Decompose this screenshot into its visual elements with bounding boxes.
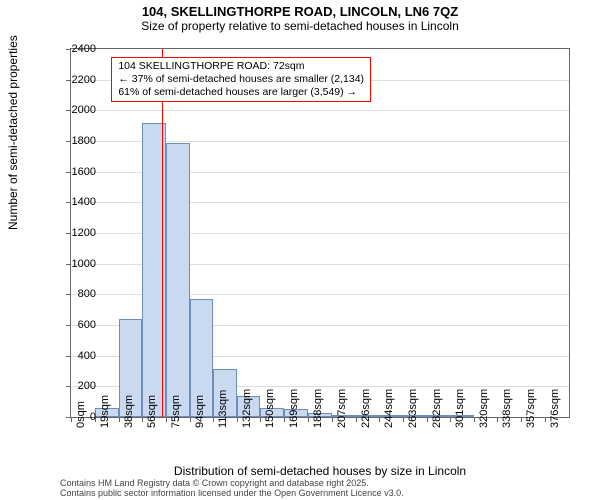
y-tick-label: 2400: [56, 43, 96, 55]
y-tick-label: 1000: [56, 258, 96, 270]
x-tick-label: 282sqm: [431, 389, 443, 428]
x-tick-label: 207sqm: [336, 389, 348, 428]
x-tick-label: 338sqm: [501, 389, 513, 428]
x-tick-mark: [474, 417, 475, 422]
footer-line2: Contains public sector information licen…: [60, 489, 404, 499]
x-tick-label: 132sqm: [241, 389, 253, 428]
y-axis-label: Number of semi-detached properties: [6, 35, 20, 230]
x-tick-mark: [497, 417, 498, 422]
y-tick-label: 800: [56, 288, 96, 300]
annotation-line1: 104 SKELLINGTHORPE ROAD: 72sqm: [118, 60, 364, 73]
y-tick-label: 400: [56, 350, 96, 362]
y-tick-label: 600: [56, 319, 96, 331]
x-tick-mark: [379, 417, 380, 422]
x-tick-label: 19sqm: [99, 395, 111, 428]
x-tick-label: 75sqm: [170, 395, 182, 428]
annotation-line2: ← 37% of semi-detached houses are smalle…: [118, 73, 364, 86]
footer-attribution: Contains HM Land Registry data © Crown c…: [60, 479, 404, 499]
x-tick-mark: [427, 417, 428, 422]
y-tick-label: 1400: [56, 196, 96, 208]
x-tick-label: 226sqm: [360, 389, 372, 428]
x-tick-label: 263sqm: [407, 389, 419, 428]
x-tick-label: 56sqm: [146, 395, 158, 428]
x-tick-mark: [332, 417, 333, 422]
x-tick-mark: [284, 417, 285, 422]
chart-container: 104, SKELLINGTHORPE ROAD, LINCOLN, LN6 7…: [0, 0, 600, 500]
x-tick-label: 244sqm: [383, 389, 395, 428]
gridline: [71, 110, 569, 111]
x-tick-label: 0sqm: [75, 401, 87, 428]
x-tick-mark: [190, 417, 191, 422]
x-tick-mark: [237, 417, 238, 422]
chart-subtitle: Size of property relative to semi-detach…: [0, 19, 600, 33]
x-tick-label: 357sqm: [525, 389, 537, 428]
x-tick-mark: [308, 417, 309, 422]
x-tick-label: 169sqm: [288, 389, 300, 428]
property-marker-line: [162, 49, 163, 417]
annotation-line3: 61% of semi-detached houses are larger (…: [118, 86, 364, 99]
x-tick-label: 188sqm: [312, 389, 324, 428]
x-tick-mark: [213, 417, 214, 422]
x-tick-mark: [119, 417, 120, 422]
x-tick-label: 38sqm: [123, 395, 135, 428]
y-tick-label: 2200: [56, 74, 96, 86]
chart-title: 104, SKELLINGTHORPE ROAD, LINCOLN, LN6 7…: [0, 4, 600, 19]
x-tick-mark: [356, 417, 357, 422]
x-tick-mark: [142, 417, 143, 422]
x-tick-label: 94sqm: [194, 395, 206, 428]
y-tick-label: 1600: [56, 166, 96, 178]
x-tick-label: 376sqm: [549, 389, 561, 428]
x-tick-label: 150sqm: [264, 389, 276, 428]
histogram-bar: [166, 143, 190, 417]
x-tick-mark: [521, 417, 522, 422]
y-tick-label: 1200: [56, 227, 96, 239]
x-tick-mark: [450, 417, 451, 422]
y-tick-label: 2000: [56, 104, 96, 116]
y-tick-label: 200: [56, 380, 96, 392]
x-tick-label: 320sqm: [478, 389, 490, 428]
plot-area: 104 SKELLINGTHORPE ROAD: 72sqm← 37% of s…: [70, 48, 570, 418]
x-tick-mark: [545, 417, 546, 422]
y-tick-label: 1800: [56, 135, 96, 147]
x-axis-label: Distribution of semi-detached houses by …: [70, 464, 570, 478]
chart-title-block: 104, SKELLINGTHORPE ROAD, LINCOLN, LN6 7…: [0, 4, 600, 33]
annotation-box: 104 SKELLINGTHORPE ROAD: 72sqm← 37% of s…: [111, 57, 371, 102]
x-tick-label: 113sqm: [217, 390, 229, 428]
x-tick-label: 301sqm: [454, 389, 466, 428]
x-tick-mark: [166, 417, 167, 422]
x-tick-mark: [403, 417, 404, 422]
x-tick-mark: [260, 417, 261, 422]
